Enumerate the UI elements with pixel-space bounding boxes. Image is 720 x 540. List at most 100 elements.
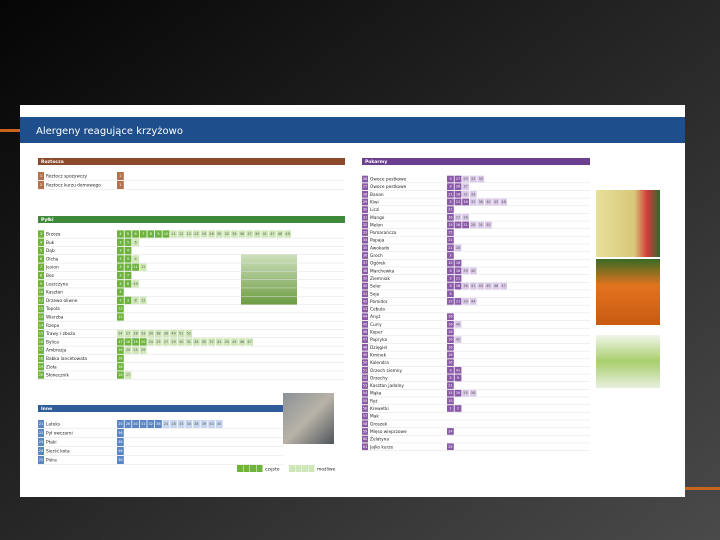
cell-number: 15 — [448, 231, 452, 235]
row-name: Groszek — [370, 421, 388, 427]
cell-number: 30 — [179, 340, 183, 344]
cell-number: 56 — [471, 391, 475, 395]
row-name: Wierzba — [46, 315, 64, 321]
cell — [124, 346, 132, 354]
cell-number: 16 — [448, 322, 452, 326]
cell-number: 31 — [463, 192, 467, 196]
cell-number: 17 — [126, 373, 130, 377]
cell-number: 5 — [127, 240, 129, 244]
row-name: Słonecznik — [46, 373, 69, 379]
row-number: 11 — [39, 298, 44, 302]
cell — [447, 183, 454, 190]
cell — [117, 263, 124, 271]
cell-number: 16 — [118, 365, 122, 369]
cell-number: 16 — [118, 357, 122, 361]
cell — [447, 267, 454, 275]
row-number: 56 — [363, 407, 368, 411]
row-number: 23 — [39, 440, 44, 444]
row-number-box — [362, 428, 368, 435]
cell — [208, 338, 215, 346]
cell-number: 25 — [133, 348, 137, 352]
cell-number: 32 — [225, 232, 229, 236]
section-bar — [38, 158, 345, 165]
row-number-box — [362, 267, 368, 275]
cell-number: 24 — [149, 340, 153, 344]
cell-number: 27 — [164, 340, 168, 344]
row-name: Pomarańcza — [370, 229, 397, 236]
row-number-box — [362, 206, 368, 213]
cell — [447, 206, 454, 213]
cell — [492, 282, 500, 290]
cell — [117, 354, 124, 363]
cell — [469, 198, 477, 206]
cell-number: 27 — [456, 177, 460, 181]
cell-number: 40 — [486, 200, 490, 204]
cell — [132, 329, 139, 338]
cell-number: 21 — [448, 246, 452, 250]
cell — [162, 329, 170, 338]
row-name: Banan — [370, 192, 384, 198]
row-number: 46 — [363, 330, 368, 334]
cell — [147, 338, 155, 346]
cell-number: 16 — [448, 353, 452, 357]
cell-number: 34 — [149, 332, 153, 336]
row-name: Owoce pestkowe — [370, 184, 407, 190]
legend-often: często — [265, 467, 280, 473]
cell-number: 16 — [456, 284, 460, 288]
cell — [447, 374, 454, 382]
cell — [117, 338, 124, 346]
row-name: Ambrozja — [46, 348, 67, 354]
legend-swatch — [295, 465, 302, 472]
cell-number: 32 — [149, 422, 153, 426]
cell — [447, 343, 454, 351]
row-number-box — [38, 371, 44, 379]
cell — [117, 363, 124, 371]
cell-number: 7 — [127, 274, 129, 278]
row-number: 38 — [363, 269, 368, 273]
row-number-box — [362, 420, 368, 428]
cell — [117, 438, 124, 446]
cell — [124, 296, 132, 305]
cell-number: 24 — [448, 429, 452, 433]
row-number-box — [362, 328, 368, 336]
row-number-box — [38, 238, 44, 246]
cell — [454, 221, 462, 229]
cell-number: 28 — [471, 223, 475, 227]
row-name: Liczi — [370, 207, 379, 213]
cell-number: 3 — [449, 185, 451, 189]
cell — [454, 298, 462, 305]
cell — [155, 338, 162, 346]
cell-number: 5 — [127, 232, 129, 236]
row-number: 48 — [363, 345, 368, 349]
cell — [447, 359, 454, 366]
row-number-box — [38, 172, 44, 180]
row-number-box — [362, 305, 368, 313]
accent — [685, 487, 720, 490]
row-number: 59 — [363, 429, 368, 433]
row-number-box — [38, 329, 44, 338]
cell-number: 13 — [118, 307, 122, 311]
legend-swatch — [243, 465, 250, 472]
cell-number: 35 — [479, 177, 483, 181]
cell-number: 16 — [448, 330, 452, 334]
cell-number: 47 — [247, 340, 251, 344]
cell — [193, 420, 200, 428]
row-number: 35 — [363, 246, 368, 250]
row-number-box — [38, 288, 44, 296]
cell — [124, 263, 132, 271]
row-number: 24 — [39, 449, 44, 453]
cell-number: 28 — [463, 215, 467, 219]
row-number-box — [38, 346, 44, 354]
cell — [462, 175, 469, 183]
cell-number: 24 — [202, 232, 206, 236]
cell — [231, 338, 238, 346]
cell — [200, 338, 208, 346]
row-name: Dzięgiel — [370, 345, 387, 351]
cell-number: 15 — [448, 223, 452, 227]
cell — [117, 456, 124, 464]
cell — [132, 296, 139, 305]
cell — [117, 329, 124, 338]
cell-number: 28 — [171, 422, 175, 426]
row-number: 25 — [39, 458, 44, 462]
cell-number: 43 — [494, 200, 498, 204]
